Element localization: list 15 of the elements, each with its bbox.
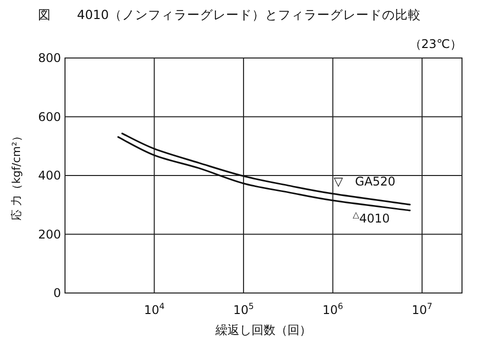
chart-title: 図 4010（ノンフィラーグレード）とフィラーグレードの比較 — [38, 7, 421, 22]
y-tick-label: 800 — [38, 51, 61, 65]
x-tick-label: 10$^{4}$ — [144, 301, 165, 317]
x-tick-label: 10$^{5}$ — [233, 301, 254, 317]
chart-subtitle: （23℃） — [409, 37, 462, 51]
y-tick-label: 400 — [38, 168, 61, 182]
y-tick-label: 0 — [53, 286, 61, 300]
series-label: $^{△}$4010 — [352, 209, 390, 226]
series-label: ▽ GA520 — [334, 174, 396, 189]
y-tick-label: 200 — [38, 227, 61, 242]
y-tick-label: 600 — [38, 110, 61, 124]
y-axis-title: 応 力（kgf/cm²） — [10, 130, 23, 220]
x-tick-label: 10$^{6}$ — [322, 301, 344, 317]
x-tick-label: 10$^{7}$ — [412, 301, 432, 317]
x-axis-title: 繰返し回数（回） — [214, 323, 312, 337]
